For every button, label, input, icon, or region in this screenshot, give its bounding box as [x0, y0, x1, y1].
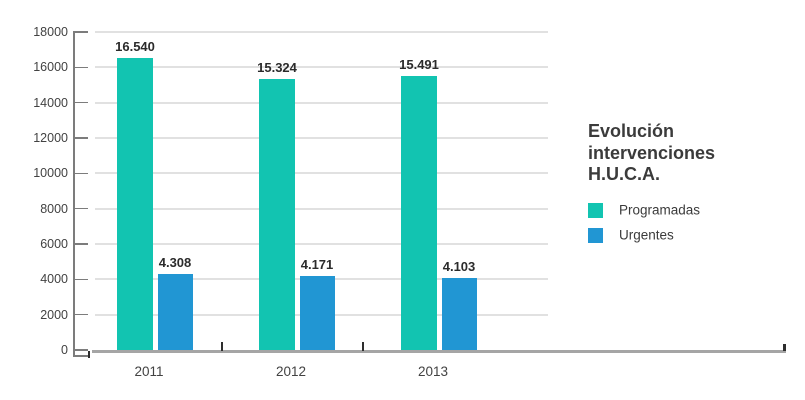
- bar-urgentes-2011: [157, 273, 193, 350]
- bar-value-label: 4.103: [442, 258, 476, 274]
- category-boundary-tick: [221, 342, 223, 351]
- y-axis-tick-label: 0: [61, 343, 68, 357]
- bar-value-label: 15.324: [257, 60, 297, 76]
- y-axis-tick-label: 6000: [40, 237, 68, 251]
- gridline: [95, 66, 548, 69]
- x-axis-origin-tick: [88, 351, 90, 358]
- gridline: [95, 101, 548, 104]
- legend-item-programadas: Programadas: [588, 202, 748, 218]
- x-axis-category-label: 2011: [134, 364, 164, 379]
- legend-item-urgentes: Urgentes: [588, 227, 748, 243]
- x-axis-category-label: 2013: [417, 364, 449, 379]
- x-axis-end-tick: [783, 344, 786, 351]
- y-axis-tick: [73, 66, 88, 69]
- legend-item-label: Urgentes: [619, 227, 674, 243]
- y-axis-tick: [73, 31, 88, 33]
- y-axis-tick: [73, 278, 88, 281]
- bar-programadas-2012: [259, 79, 295, 350]
- gridline: [95, 243, 548, 245]
- bar-value-label: 15.491: [399, 57, 439, 73]
- y-axis-tick-label: 8000: [40, 201, 68, 216]
- bar-value-label: 4.308: [158, 254, 192, 270]
- y-axis-tick-label: 18000: [33, 25, 68, 39]
- y-axis-tick-label: 14000: [33, 95, 68, 110]
- y-axis-tick-label: 4000: [40, 272, 68, 287]
- category-boundary-tick: [362, 342, 364, 351]
- gridline: [95, 172, 548, 175]
- y-axis-line: [73, 32, 75, 357]
- y-axis-foot: [73, 355, 89, 357]
- y-axis-tick-label: 2000: [40, 307, 68, 322]
- bar-urgentes-2012: [299, 276, 335, 350]
- bar-programadas-2011: [117, 57, 153, 350]
- legend-swatch-icon: [588, 227, 603, 243]
- y-axis-tick-label: 16000: [33, 60, 68, 75]
- gridline: [95, 31, 548, 33]
- y-axis-tick-label: 12000: [33, 131, 68, 145]
- x-axis-baseline: [92, 350, 786, 353]
- x-axis-category-label: 2012: [275, 364, 307, 379]
- legend: Evolución intervenciones H.U.C.A. Progra…: [588, 121, 748, 253]
- gridline: [95, 207, 548, 210]
- y-axis-tick: [73, 101, 88, 104]
- y-axis-tick: [73, 243, 88, 245]
- legend-item-label: Programadas: [619, 202, 701, 218]
- y-axis-tick: [73, 207, 88, 210]
- bar-value-label: 4.171: [300, 257, 334, 273]
- y-axis-tick: [73, 172, 88, 175]
- y-axis-tick: [73, 137, 88, 139]
- y-axis-tick: [73, 349, 88, 351]
- legend-swatch-icon: [588, 202, 603, 218]
- bar-urgentes-2013: [441, 277, 477, 350]
- y-axis-tick: [73, 313, 88, 316]
- bar-value-label: 16.540: [115, 38, 155, 54]
- legend-items: Programadas Urgentes: [588, 202, 748, 243]
- bar-programadas-2013: [401, 76, 437, 350]
- y-axis-tick-label: 10000: [33, 166, 68, 181]
- gridline: [95, 137, 548, 139]
- chart-title: Evolución intervenciones H.U.C.A.: [588, 121, 716, 184]
